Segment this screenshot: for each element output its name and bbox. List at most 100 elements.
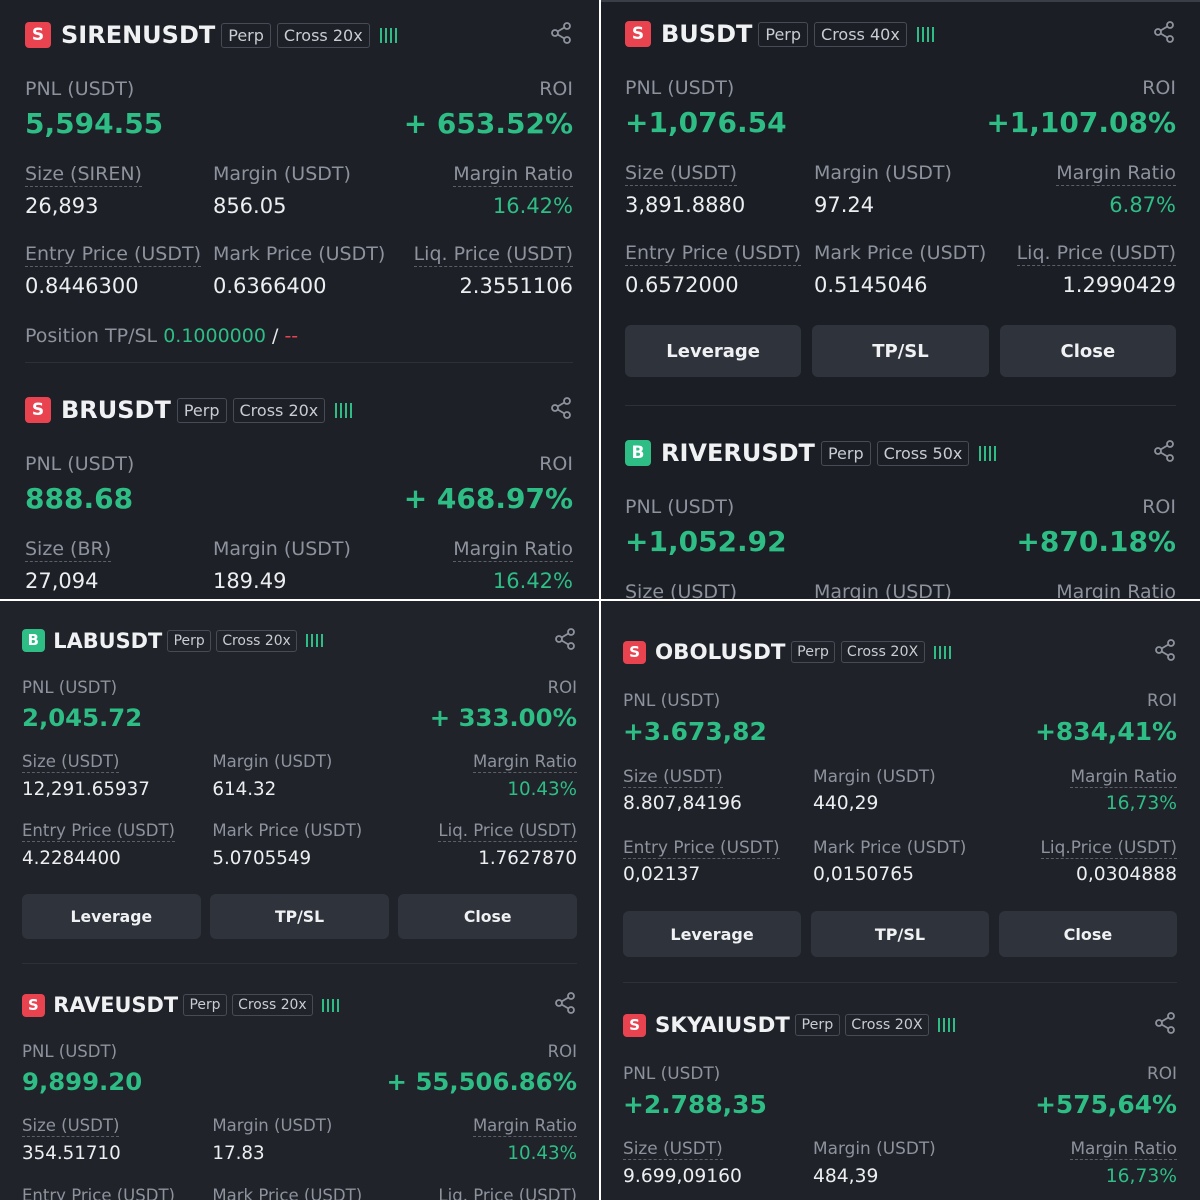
share-icon[interactable] (553, 627, 577, 651)
pnl-value: +1,076.54 (625, 106, 787, 139)
pnl-values: 888.68 + 468.97% (25, 479, 573, 519)
field-label-text: Entry Price (USDT) (623, 836, 780, 859)
field: Size (USDT) 3,891.8880 (625, 158, 814, 222)
symbol: SIRENUSDT (61, 21, 216, 49)
action-button[interactable]: TP/SL (812, 325, 989, 377)
card-header: S BUSDT Perp Cross 40x (625, 9, 1176, 59)
field-label: Mark Price (USDT) (213, 239, 385, 269)
share-icon[interactable] (553, 991, 577, 1015)
field-value: 484,39 (813, 1166, 879, 1188)
signal-bar (320, 634, 323, 648)
share-icon[interactable] (1153, 1011, 1177, 1035)
field-label-text: Entry Price (USDT) (25, 243, 202, 267)
roi-value: + 468.97% (403, 482, 573, 515)
field-value: 614.32 (212, 778, 277, 800)
fields: Size (SIREN) 26,893 Margin (USDT) 856.05 Mar… (25, 159, 573, 303)
share-icon[interactable] (1153, 638, 1177, 662)
share-icon[interactable] (549, 396, 573, 420)
field-label: Size (USDT) (22, 749, 120, 775)
action-button[interactable]: TP/SL (810, 911, 990, 958)
signal-bar (948, 645, 951, 659)
pnl-labels: PNL (USDT) ROI (625, 73, 1176, 103)
field-value: 5.0705549 (212, 848, 312, 870)
field-label-text: Liq. Price (USDT) (1016, 242, 1176, 266)
signal-bar (305, 634, 308, 648)
field: Liq. Price (USDT) 2.3551106 (399, 239, 573, 303)
share-button[interactable] (553, 627, 577, 655)
tpsl-separator: / (271, 325, 279, 347)
action-button[interactable]: Leverage (625, 325, 802, 377)
action-button[interactable]: Leverage (623, 911, 802, 958)
signal-bar (384, 27, 387, 43)
field: Liq. Price (USDT) 1.7627870 (401, 818, 577, 874)
share-icon[interactable] (549, 21, 573, 45)
field-value: 189.49 (212, 569, 287, 593)
field-label: Entry Price (USDT) (22, 818, 175, 844)
pnl-value: 888.68 (25, 482, 134, 515)
signal-bar (937, 1018, 940, 1032)
fields: Size (USDT) 354.51710 Margin (USDT) 17.83 Ma… (22, 1113, 577, 1200)
signal-bar (336, 998, 339, 1012)
field-label: Margin Ratio (1056, 577, 1176, 599)
pnl-label: PNL (USDT) (22, 1042, 118, 1062)
field-value: 0.6572000 (625, 273, 739, 297)
field: Liq.Price (USDT) 0,0304888 (1001, 834, 1177, 891)
field: Mark Price (USDT) 5.0705549 (212, 818, 401, 874)
share-button[interactable] (1152, 20, 1176, 48)
tag: Perp (183, 994, 227, 1017)
share-button[interactable] (553, 991, 577, 1019)
field-label-text: Liq. Price (USDT) (438, 1185, 577, 1200)
pnl-values: 2,045.72 + 333.00% (22, 701, 577, 736)
tag: Perp (758, 21, 809, 47)
field: Size (BR) 27,094 (25, 534, 213, 598)
pnl-label: PNL (USDT) (623, 1062, 721, 1083)
action-button[interactable]: Close (398, 893, 577, 940)
action-button[interactable]: Leverage (22, 893, 201, 940)
field-value: 10.43% (507, 1143, 577, 1165)
field-label-text: Size (BR) (25, 538, 112, 562)
field-label-text: Margin (USDT) (813, 1138, 936, 1159)
share-button[interactable] (1153, 1011, 1177, 1039)
separator (22, 963, 577, 965)
position-card: S BRUSDT Perp Cross 20x PNL (USDT) ROI 888.68 +… (25, 385, 573, 598)
field-label-text: Liq. Price (USDT) (413, 243, 573, 267)
symbol: OBOLUSDT (655, 639, 786, 665)
tag: Cross 20X (840, 641, 925, 664)
field: Entry Price (USDT) 0,02137 (623, 834, 813, 891)
field: Size (USDT) 354.51710 (22, 1113, 212, 1169)
field: Entry Price (USDT) 0.6572000 (625, 238, 814, 302)
fields: Size (USDT) 9.699,09160 Margin (USDT) 484,3… (623, 1135, 1177, 1192)
field-label-text: Margin (USDT) (813, 162, 952, 184)
share-button[interactable] (1153, 638, 1177, 666)
field: Margin (USDT) 484,39 (813, 1135, 1001, 1192)
field-label: Margin (USDT) (212, 749, 332, 775)
action-button[interactable]: TP/SL (210, 893, 389, 940)
share-button[interactable] (549, 21, 573, 49)
roi-value: + 333.00% (429, 702, 577, 732)
field-value: 1.7627870 (478, 848, 577, 870)
field: Size (SIREN) 26,893 (25, 159, 213, 223)
field: Mark Price (USDT) 0.6366400 (213, 239, 399, 303)
signal-bar (340, 402, 343, 418)
pnl-value: +1,052.92 (625, 525, 787, 558)
symbol: BRUSDT (61, 396, 171, 424)
field: Margin (USDT) 856.05 (213, 159, 399, 223)
share-icon[interactable] (1152, 20, 1176, 44)
field-value: 12,291.65937 (22, 778, 150, 800)
share-button[interactable] (1152, 439, 1176, 467)
signal-bar (326, 998, 329, 1012)
roi-label: ROI (1142, 496, 1176, 518)
field-label: Entry Price (USDT) (623, 834, 780, 861)
field-label-text: Margin Ratio (1070, 765, 1177, 788)
tag: Perp (790, 641, 836, 664)
field-label: Entry Price (USDT) (25, 239, 202, 269)
action-button[interactable]: Close (999, 325, 1176, 377)
share-button[interactable] (549, 396, 573, 424)
field-value: 16.42% (492, 569, 573, 593)
share-icon[interactable] (1152, 439, 1176, 463)
signal-bar (379, 27, 382, 43)
symbol: RAVEUSDT (53, 993, 179, 1018)
field-value: 4.2284400 (22, 848, 121, 870)
action-button[interactable]: Close (998, 911, 1177, 958)
